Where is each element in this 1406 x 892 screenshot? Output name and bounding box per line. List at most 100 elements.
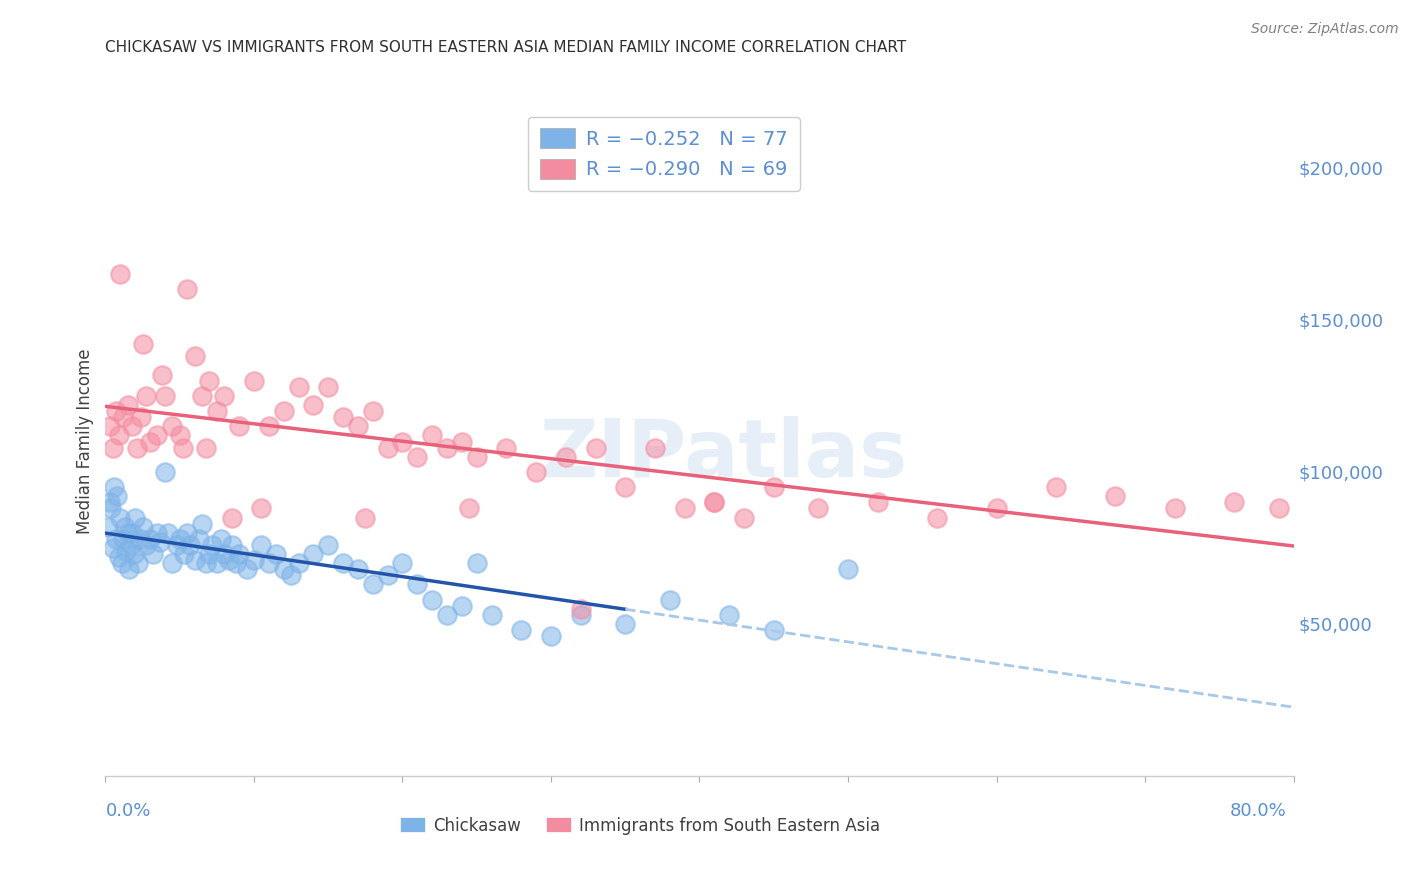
Point [209,532,232,546]
Point [198,374,221,388]
Point [198,547,221,561]
Point [436,441,458,455]
Y-axis label: Median Family Income: Median Family Income [76,349,94,534]
Point [101,441,124,455]
Point [280,568,302,582]
Point [218,553,240,567]
Point [257,419,280,434]
Point [112,532,135,546]
Point [172,441,194,455]
Point [1267,501,1289,516]
Point [1045,480,1067,494]
Point [510,623,533,637]
Point [927,510,949,524]
Point [114,519,136,533]
Point [273,404,295,418]
Point [98,419,121,434]
Point [1104,489,1126,503]
Point [146,525,169,540]
Point [347,419,370,434]
Point [183,553,205,567]
Point [235,562,257,576]
Point [117,398,139,412]
Point [243,374,266,388]
Point [436,607,458,622]
Point [214,389,236,403]
Point [98,495,121,509]
Point [703,495,725,509]
Point [644,441,666,455]
Text: 0.0%: 0.0% [105,802,150,820]
Point [347,562,370,576]
Point [465,556,488,570]
Point [121,419,143,434]
Point [110,268,132,282]
Point [302,547,325,561]
Point [377,441,399,455]
Point [101,541,124,555]
Point [183,350,205,364]
Point [391,556,413,570]
Point [762,623,785,637]
Point [195,441,218,455]
Point [718,607,741,622]
Point [100,501,122,516]
Point [585,441,607,455]
Point [302,398,325,412]
Point [264,547,287,561]
Point [377,568,399,582]
Point [837,562,859,576]
Point [162,556,184,570]
Point [205,404,228,418]
Point [104,532,127,546]
Point [420,428,443,442]
Point [614,480,637,494]
Point [176,525,198,540]
Text: 80.0%: 80.0% [1230,802,1286,820]
Legend: R = −0.252   N = 77, R = −0.290   N = 69: R = −0.252 N = 77, R = −0.290 N = 69 [529,117,800,191]
Point [105,489,128,503]
Point [139,434,162,449]
Point [162,419,184,434]
Point [153,389,176,403]
Point [316,538,339,552]
Point [166,538,188,552]
Point [179,538,201,552]
Point [149,534,172,549]
Text: CHICKASAW VS IMMIGRANTS FROM SOUTH EASTERN ASIA MEDIAN FAMILY INCOME CORRELATION: CHICKASAW VS IMMIGRANTS FROM SOUTH EASTE… [105,40,907,55]
Point [131,519,153,533]
Point [465,450,488,464]
Point [169,428,191,442]
Point [406,577,429,591]
Point [658,592,681,607]
Point [257,556,280,570]
Point [250,538,273,552]
Point [120,538,142,552]
Point [1223,495,1246,509]
Point [986,501,1008,516]
Point [128,532,150,546]
Point [135,538,157,552]
Point [554,450,576,464]
Point [153,465,176,479]
Point [225,556,247,570]
Point [201,538,224,552]
Point [115,544,138,558]
Point [420,592,443,607]
Point [173,547,195,561]
Point [131,337,153,351]
Point [103,480,125,494]
Point [127,556,149,570]
Point [108,428,131,442]
Point [361,404,384,418]
Point [110,510,132,524]
Point [142,547,165,561]
Point [332,410,354,425]
Point [524,465,547,479]
Point [250,501,273,516]
Point [481,607,503,622]
Text: Source: ZipAtlas.com: Source: ZipAtlas.com [1251,22,1399,37]
Point [129,410,152,425]
Point [139,532,162,546]
Point [569,601,592,615]
